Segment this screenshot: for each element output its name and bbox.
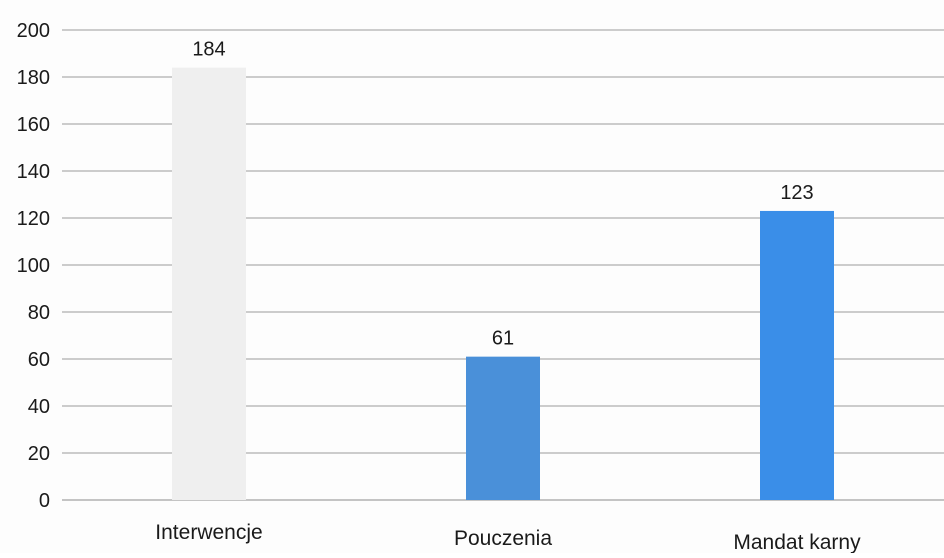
y-tick-label: 40 [28,396,50,418]
bar [466,356,540,500]
category-label: Interwencje [155,521,262,544]
y-tick-label: 100 [17,255,50,277]
bars [172,67,834,500]
y-tick-label: 20 [28,443,50,465]
data-label: 184 [192,39,225,61]
y-tick-label: 180 [17,67,50,89]
data-label: 61 [492,328,514,350]
labels: 0 20 40 60 80 100 120 140 160 180 200 184 Interwencj… [17,20,861,554]
y-tick-label: 0 [39,490,50,512]
category-label: Mandat karny [733,531,861,553]
bar [172,67,246,500]
y-tick-label: 140 [17,161,50,183]
y-tick-label: 200 [17,20,50,42]
bar [760,210,834,500]
y-tick-label: 60 [28,349,50,371]
y-tick-label: 120 [17,208,50,230]
y-tick-label: 80 [28,302,50,324]
category-label: Pouczenia [454,527,552,550]
data-label: 123 [780,182,813,204]
y-tick-label: 160 [17,114,50,136]
